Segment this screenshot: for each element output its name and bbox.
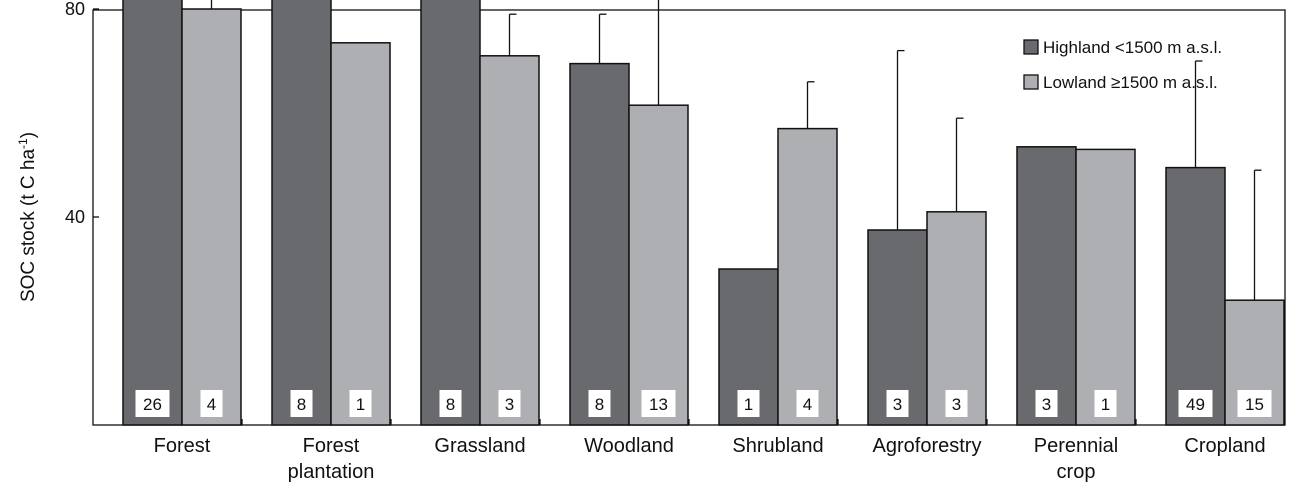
sample-size-label: 8 [297, 395, 306, 414]
bar-lowland [181, 8, 242, 426]
bar-highland [122, 0, 183, 426]
sample-size-box [1035, 390, 1058, 417]
y-tick-label: 80 [65, 0, 85, 19]
sample-size-label: 15 [1245, 395, 1264, 414]
legend-swatch-highland [1023, 39, 1039, 55]
sample-size-label: 3 [952, 395, 961, 414]
sample-size-box [737, 390, 760, 417]
bar-lowland [479, 55, 540, 426]
sample-size-label: 13 [649, 395, 668, 414]
sample-size-label: 3 [893, 395, 902, 414]
sample-size-label: 1 [356, 395, 365, 414]
sample-size-label: 3 [505, 395, 514, 414]
sample-size-label: 3 [1042, 395, 1051, 414]
x-axis: Forest Forest plantation Grassland Woodland S… [154, 419, 1266, 483]
y-tick-label: 40 [65, 207, 85, 227]
sample-size-box [349, 390, 372, 417]
sample-size-box [200, 390, 223, 417]
sample-size-box [1094, 390, 1117, 417]
sample-size-box [439, 390, 462, 417]
category-label: Forest plantation [288, 435, 375, 483]
bar-lowland [1075, 148, 1136, 426]
bar-lowland [926, 211, 987, 426]
y-axis: 4080120 [65, 0, 99, 227]
sample-size-box [1178, 390, 1213, 417]
bar-highland [569, 62, 630, 426]
sample-size-box [641, 390, 676, 417]
sample-size-label: 4 [803, 395, 812, 414]
category-label: Forest [154, 435, 211, 457]
sample-size-label: 26 [143, 395, 162, 414]
legend-label-highland: Highland <1500 m a.s.l. [1043, 38, 1222, 57]
bar-highland [1016, 146, 1077, 426]
bar-lowland [628, 104, 689, 426]
sample-size-box [290, 390, 313, 417]
sample-size-label: 1 [1101, 395, 1110, 414]
bars [122, 0, 1285, 426]
sample-size-label: 8 [595, 395, 604, 414]
sample-size-box [135, 390, 170, 417]
y-axis-title: SOC stock (t C ha-1) [16, 132, 39, 302]
category-label: Shrubland [732, 435, 823, 457]
bar-highland [420, 0, 481, 426]
legend: Highland <1500 m a.s.l. Lowland ≥1500 m a… [1023, 38, 1222, 92]
error-bars [210, 0, 1262, 301]
bar-highland [1165, 166, 1226, 426]
legend-swatch-lowland [1023, 74, 1039, 90]
category-label: Perennial crop [1034, 435, 1119, 483]
bar-lowland [330, 42, 391, 426]
sample-size-box [796, 390, 819, 417]
sample-size-box [1237, 390, 1272, 417]
category-label: Woodland [584, 435, 674, 457]
category-label: Grassland [434, 435, 525, 457]
bar-highland [271, 0, 332, 426]
sample-size-label: 1 [744, 395, 753, 414]
sample-size-labels: 26 4 8 1 8 3 8 13 1 4 3 3 3 1 49 15 [135, 390, 1272, 417]
category-label: Cropland [1184, 435, 1265, 457]
sample-size-label: 4 [207, 395, 216, 414]
sample-size-label: 49 [1186, 395, 1205, 414]
sample-size-box [945, 390, 968, 417]
y-axis-title-superscript: -1 [16, 138, 30, 149]
sample-size-box [498, 390, 521, 417]
bar-lowland [777, 127, 838, 426]
legend-label-lowland: Lowland ≥1500 m a.s.l. [1043, 73, 1218, 92]
sample-size-box [588, 390, 611, 417]
sample-size-box [886, 390, 909, 417]
sample-size-label: 8 [446, 395, 455, 414]
category-label: Agroforestry [873, 435, 982, 457]
